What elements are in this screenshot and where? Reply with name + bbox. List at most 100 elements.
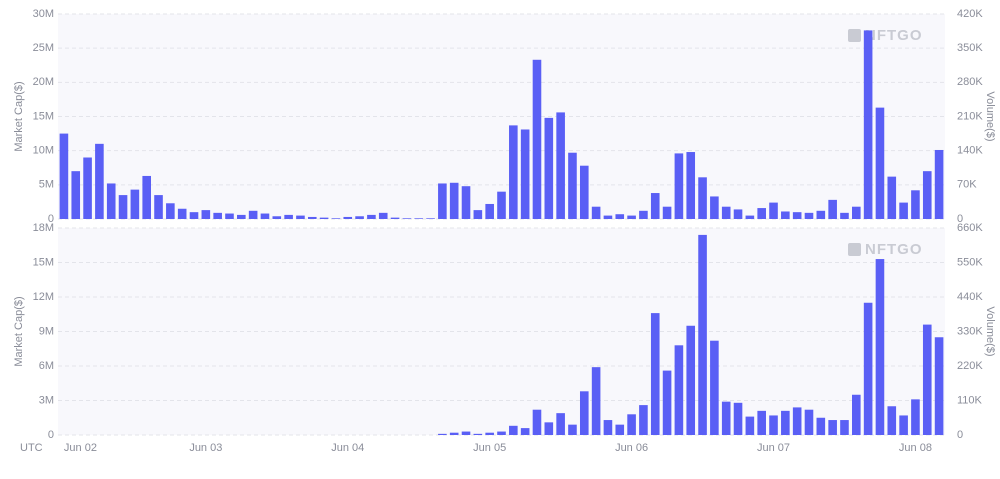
bar (544, 422, 554, 435)
bar (272, 216, 282, 219)
x-tick-label: Jun 03 (189, 442, 222, 454)
bar (650, 313, 660, 435)
bar (828, 420, 837, 435)
bar (59, 133, 69, 219)
bar (875, 107, 885, 219)
bar (698, 234, 707, 435)
bar (686, 325, 696, 435)
bar (639, 405, 648, 435)
bar (674, 345, 684, 435)
bar (828, 199, 837, 219)
bar (118, 195, 128, 219)
y2-tick-label: 0 (957, 213, 963, 225)
bar (863, 302, 873, 435)
bar (757, 208, 766, 219)
bar (745, 215, 755, 219)
bar (579, 391, 589, 435)
bar (497, 431, 506, 435)
bar (449, 182, 459, 219)
bar (260, 213, 270, 219)
bar (154, 195, 163, 219)
bar (319, 217, 329, 219)
bar (367, 214, 376, 219)
bar (674, 153, 684, 219)
y2-tick-label: 420K (957, 8, 983, 20)
y-axis-title: Market Cap($) (13, 296, 25, 366)
bar (579, 165, 589, 219)
bar (899, 415, 908, 435)
bar (887, 406, 897, 435)
bar (804, 212, 814, 219)
x-tick-label: Jun 05 (473, 442, 506, 454)
bar (757, 410, 766, 435)
bar (792, 407, 802, 435)
y2-tick-label: 140K (957, 145, 983, 157)
y-tick-label: 0 (48, 213, 54, 225)
y-tick-label: 18M (33, 222, 54, 234)
bar (473, 210, 483, 219)
bar (615, 424, 625, 435)
bar (473, 433, 483, 435)
x-tick-label: Jun 07 (757, 442, 790, 454)
bar (568, 152, 577, 219)
bar (721, 401, 731, 435)
bar (189, 212, 199, 219)
bar (296, 215, 305, 219)
bar (248, 210, 258, 219)
bar (627, 215, 636, 219)
bar (603, 420, 613, 435)
bar (852, 206, 861, 219)
watermark-icon (848, 29, 861, 42)
bar (461, 431, 471, 435)
bar (710, 340, 719, 435)
bar (225, 213, 234, 219)
bar (307, 216, 317, 219)
bar (745, 416, 755, 435)
bar (662, 206, 672, 219)
bar (911, 190, 920, 219)
bar (71, 171, 81, 219)
y2-tick-label: 350K (957, 42, 983, 54)
y2-tick-label: 330K (957, 325, 983, 337)
y2-tick-label: 210K (957, 110, 983, 122)
bar (922, 324, 932, 435)
bar (331, 218, 341, 219)
bar (639, 210, 648, 219)
bar (142, 175, 151, 219)
bar (461, 186, 471, 219)
bar (520, 428, 530, 435)
bar (130, 189, 140, 219)
bar (686, 152, 696, 219)
y2-tick-label: 0 (957, 429, 963, 441)
bar (792, 212, 802, 219)
bar (497, 191, 506, 219)
bar (769, 415, 778, 435)
y-axis-title: Market Cap($) (13, 81, 25, 151)
y-tick-label: 20M (33, 76, 54, 88)
bar (863, 30, 873, 220)
bar (520, 129, 530, 219)
x-axis-title: UTC (20, 442, 43, 454)
bar (816, 417, 826, 435)
bar (438, 433, 447, 435)
bar (650, 193, 660, 219)
bar (733, 209, 743, 219)
bar (934, 337, 944, 435)
bar (615, 214, 625, 219)
bar (83, 157, 92, 219)
y2-tick-label: 220K (957, 360, 983, 372)
bar (591, 367, 601, 435)
bar (934, 149, 944, 219)
bar (213, 212, 222, 219)
y2-tick-label: 440K (957, 291, 983, 303)
y2-tick-label: 550K (957, 256, 983, 268)
bar (922, 171, 932, 219)
y-tick-label: 12M (33, 291, 54, 303)
bar (343, 216, 353, 219)
bar (438, 183, 447, 219)
bar (840, 212, 849, 219)
y-tick-label: 6M (39, 360, 54, 372)
y-tick-label: 30M (33, 8, 54, 20)
y2-tick-label: 110K (957, 394, 983, 406)
